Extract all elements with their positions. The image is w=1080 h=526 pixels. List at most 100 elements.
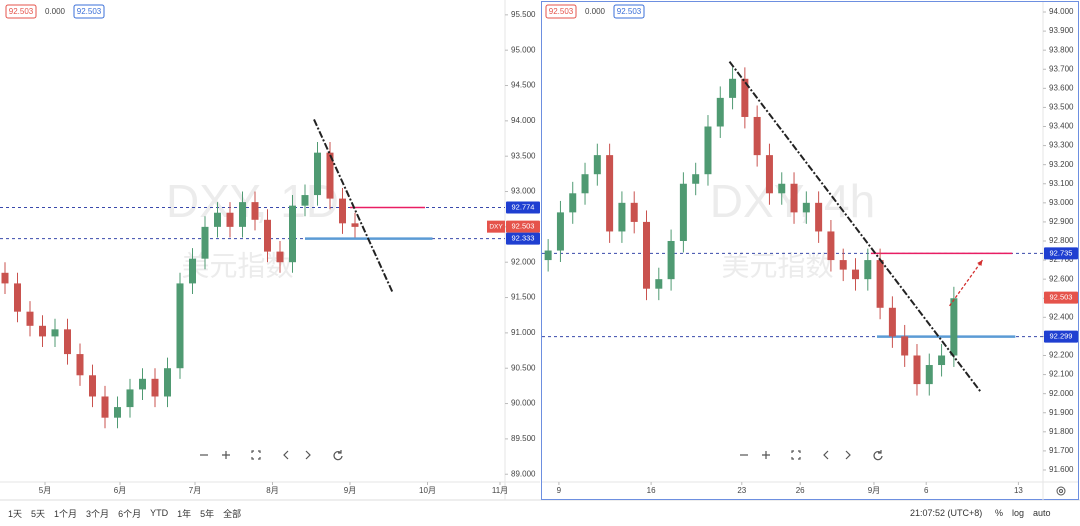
price-tag-label: 92.299 (1050, 332, 1073, 341)
header-value: 92.503 (549, 7, 574, 16)
range-button[interactable]: 全部 (223, 508, 242, 519)
time-display: 21:07:52 (UTC+8) (910, 502, 991, 524)
price-tag-label: 92.735 (1050, 248, 1073, 257)
candle-body (888, 307, 896, 337)
range-button[interactable]: 1个月 (54, 508, 78, 519)
y-tick-label: 93.800 (1049, 45, 1074, 54)
header-value: 92.503 (617, 7, 642, 16)
candle-body (326, 152, 334, 199)
y-tick-label: 90.500 (511, 363, 536, 372)
candle-body (64, 329, 71, 355)
candle-body (925, 365, 933, 385)
x-tick-label: 5月 (39, 486, 51, 495)
candle-body (630, 202, 638, 222)
candle-body (14, 283, 21, 312)
y-tick-label: 92.000 (1049, 389, 1074, 398)
candle-body (176, 283, 184, 369)
candle-body (606, 155, 614, 232)
range-button[interactable]: 3个月 (86, 508, 110, 519)
zoom-button[interactable] (283, 450, 289, 460)
candle-body (765, 155, 773, 194)
zoom-button[interactable] (251, 450, 261, 460)
trend-line (313, 119, 394, 294)
arrow (949, 259, 983, 307)
scale-options: % log auto (995, 502, 1060, 524)
y-tick-label: 94.000 (511, 116, 536, 125)
candle-body (239, 202, 246, 227)
zoom-button[interactable] (845, 450, 851, 460)
zoom-button[interactable] (305, 450, 311, 460)
y-tick-label: 93.700 (1049, 64, 1074, 73)
candle-body (89, 375, 96, 397)
candle-body (852, 269, 860, 280)
header-value: 0.000 (45, 7, 66, 16)
candle-body (189, 258, 196, 284)
y-tick-label: 92.100 (1049, 370, 1074, 379)
scale-option[interactable]: % (995, 508, 1004, 518)
header-value: 92.503 (77, 7, 102, 16)
range-button[interactable]: 5天 (31, 508, 46, 519)
candle-body (26, 311, 34, 326)
candle-body (114, 407, 121, 418)
candle-body (544, 250, 552, 261)
y-tick-label: 90.000 (511, 399, 536, 408)
y-tick-label: 93.500 (1049, 103, 1074, 112)
y-tick-label: 93.200 (1049, 160, 1074, 169)
zoom-controls (740, 450, 883, 461)
candle-body (827, 231, 835, 261)
y-tick-label: 93.000 (1049, 198, 1074, 207)
range-button[interactable]: 1年 (177, 508, 192, 519)
scale-option[interactable]: auto (1033, 508, 1051, 518)
y-tick-label: 91.800 (1049, 427, 1074, 436)
range-button[interactable]: YTD (150, 508, 169, 518)
price-tag (1044, 291, 1078, 304)
range-button[interactable]: 5年 (200, 508, 215, 519)
candle-body (1, 272, 9, 284)
y-tick-label: 91.900 (1049, 408, 1074, 417)
header-box (5, 4, 37, 19)
candle-body (264, 219, 271, 252)
zoom-button[interactable] (333, 450, 343, 461)
header-box (613, 4, 645, 19)
candle-body (692, 174, 700, 184)
candle-body (164, 368, 171, 397)
range-button[interactable]: 1天 (8, 508, 23, 519)
candle-body (126, 389, 134, 408)
price-tag-label: 92.503 (1050, 293, 1073, 302)
clock: 21:07:52 (UTC+8) (910, 508, 983, 518)
candle-body (839, 260, 847, 270)
watermark: 美元指数 (721, 250, 833, 281)
candle-body (864, 260, 872, 280)
price-tag (1044, 247, 1078, 260)
zoom-button[interactable] (762, 451, 770, 459)
header-box (545, 4, 577, 19)
candle-body (351, 223, 359, 227)
y-tick-label: 92.000 (511, 257, 536, 266)
candle-body (39, 325, 46, 337)
header-value: 0.000 (585, 7, 606, 16)
zoom-button[interactable] (222, 451, 230, 459)
settings-icon[interactable] (1056, 486, 1066, 496)
candle-body (314, 152, 321, 196)
x-tick-label: 7月 (189, 486, 201, 495)
zoom-button[interactable] (823, 450, 829, 460)
y-tick-label: 93.300 (1049, 141, 1074, 150)
x-tick-label: 13 (1014, 486, 1023, 495)
range-button[interactable]: 6个月 (118, 508, 142, 519)
x-tick-label: 16 (647, 486, 656, 495)
zoom-button[interactable] (873, 450, 883, 461)
candle-body (679, 183, 687, 241)
trend-line (728, 61, 982, 393)
candle-body (76, 354, 84, 376)
candle-body (704, 126, 712, 175)
scale-option[interactable]: log (1012, 508, 1025, 518)
watermark: 美元指数 (181, 250, 293, 281)
zoom-button[interactable] (791, 450, 801, 460)
y-tick-label: 91.600 (1049, 465, 1074, 474)
candle-body (339, 198, 346, 224)
candle-body (876, 260, 884, 308)
y-tick-label: 94.500 (511, 81, 536, 90)
candle-body (251, 202, 259, 220)
